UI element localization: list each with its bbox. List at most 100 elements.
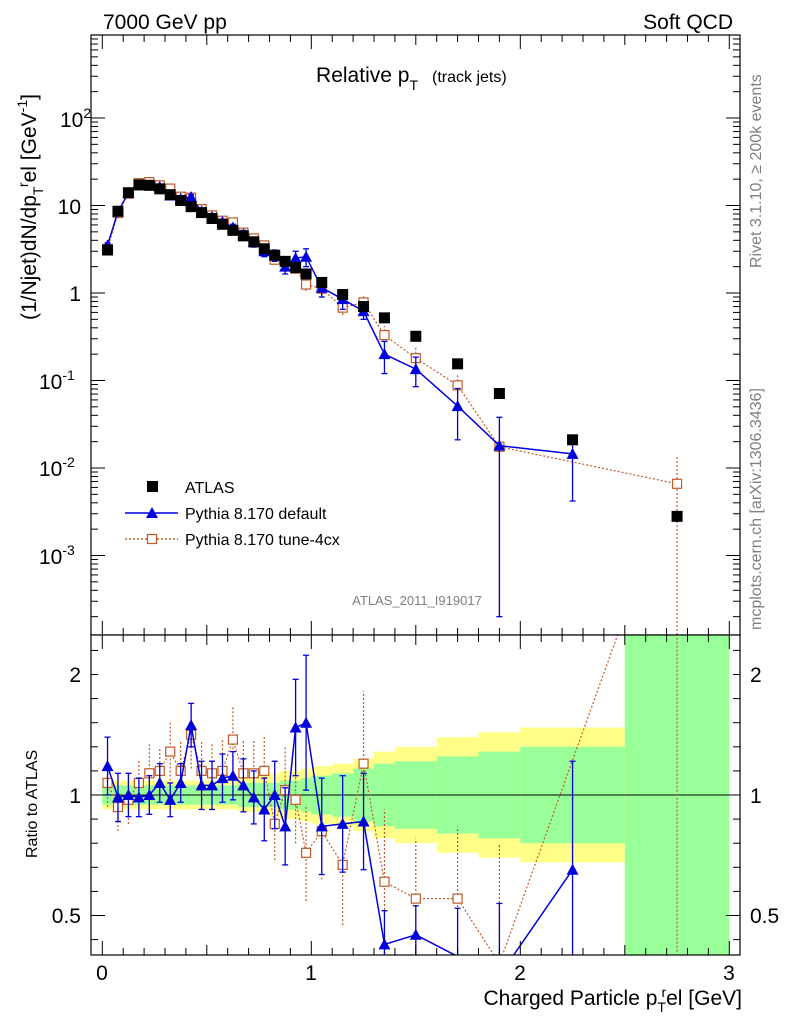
atlas-point [410,330,422,342]
atlas-point [196,207,208,219]
default-point [289,252,302,264]
default-ratio-point [566,863,579,875]
default-ratio-point [195,779,208,791]
x-label-suffix: el [GeV] [666,987,742,1010]
legend-atlas-marker [147,481,158,492]
default-ratio-point [409,928,422,940]
x-tick-label-2: 2 [514,962,526,985]
energy-label: 7000 GeV pp [103,11,227,34]
tune-point [671,478,683,489]
atlas-point [378,312,390,324]
default-point [566,447,579,459]
ratio-tick-label-2-left: 2 [69,664,81,687]
atlas-point [175,195,187,207]
default-ratio-point [122,789,135,800]
rivet-version-label: Rivet 3.1.10, ≥ 200k events [748,74,765,268]
ratio-tick-label-1-right: 1 [750,785,762,808]
legend-atlas-label: ATLAS [185,480,235,497]
default-ratio-point [315,820,328,832]
mcplots-citation-label: mcplots.cern.ch [arXiv:1306.3436] [748,388,765,630]
x-axis-label: Charged Particle pTrel [GeV] [483,984,742,1015]
atlas-point [216,218,228,230]
atlas-point [269,249,281,261]
x-tick-label-0: 0 [96,962,108,985]
atlas-point [567,434,579,446]
tune-ratio-point [410,893,421,904]
default-ratio-point [247,791,260,803]
default-point [300,250,313,262]
atlas-point [358,301,370,313]
default-ratio-point [268,789,281,800]
ratio-panel-border [90,634,741,956]
ratio-tick-label-1-left: 1 [69,785,81,808]
atlas-point [102,244,114,256]
tune-ratio-line [106,635,619,955]
y-tick-0p001-exp: -3 [62,542,75,558]
tune-ratio-point [259,765,270,777]
ratio-series [101,635,678,955]
default-ratio-point [378,938,391,950]
default-ratio-point [164,793,177,805]
x-label-main: Charged Particle p [483,987,657,1010]
atlas-point [227,224,239,236]
y-label-close: ] [18,94,41,100]
default-ratio-point [357,815,370,827]
category-label: Soft QCD [643,11,733,34]
y-label-main: (1/Njet)dN/dp [18,195,41,320]
title-main: Relative p [316,64,409,87]
atlas-point [143,179,155,191]
analysis-id: ATLAS_2011_I919017 [352,593,482,608]
x-tick-label-1: 1 [305,962,317,985]
atlas-point [452,358,464,370]
chart-title: Relative pT [316,64,418,93]
default-ratio-point [279,820,292,832]
tune-ratio-point [165,746,176,757]
y-tick-0p1-exp: -1 [62,367,75,383]
legend-tune-label: Pythia 8.170 tune-4cx [185,532,340,549]
y-tick-0p01-base: 10 [39,458,62,481]
default-ratio-point [185,719,198,731]
default-ratio-point [336,817,349,829]
title-suffix: (track jets) [432,69,507,86]
tune-ratio-point [227,734,239,745]
legend-tune-marker [146,533,158,545]
x-tick-label-3: 3 [723,962,735,985]
title-sub: T [409,77,418,93]
default-ratio-point [226,769,239,781]
y-tick-100-base: 10 [60,109,83,132]
ratio-axis-ticks [91,635,740,955]
atlas-point [316,276,328,288]
x-label-sup: r [661,984,666,1000]
default-point [185,191,198,203]
atlas-point [300,268,312,280]
atlas-point [154,183,166,195]
y-tick-label-0p01: 10-2 [39,454,75,481]
default-ratio-point [132,791,145,803]
default-point [493,439,506,451]
default-point [378,348,391,360]
tune-ratio-point [452,893,463,904]
legend-default-label: Pythia 8.170 default [185,506,327,523]
atlas-point [290,262,302,274]
default-ratio-point [111,791,124,803]
y-label-sup: r [15,182,31,187]
y-tick-label-1: 1 [69,283,81,306]
y-label-unit-sup: -1 [14,100,30,113]
tune-point [300,279,312,290]
default-ratio-point [258,803,271,815]
atlas-point [133,179,145,191]
ratio-y-axis-label: Ratio to ATLAS [24,750,41,858]
y-tick-0p1-base: 10 [39,371,62,394]
tune-ratio-point [290,794,301,805]
atlas-point [237,230,249,242]
y-tick-100-exp: 2 [83,105,91,121]
tune-ratio-point [300,847,312,858]
y-tick-label-0p1: 10-1 [39,367,75,394]
default-ratio-point [237,779,250,791]
y-tick-0p01-exp: -2 [62,454,75,470]
default-ratio-point [289,721,302,733]
atlas-point [112,205,124,217]
main-axis-ticks [91,35,740,635]
atlas-point [337,289,349,301]
default-ratio-point [300,716,313,728]
